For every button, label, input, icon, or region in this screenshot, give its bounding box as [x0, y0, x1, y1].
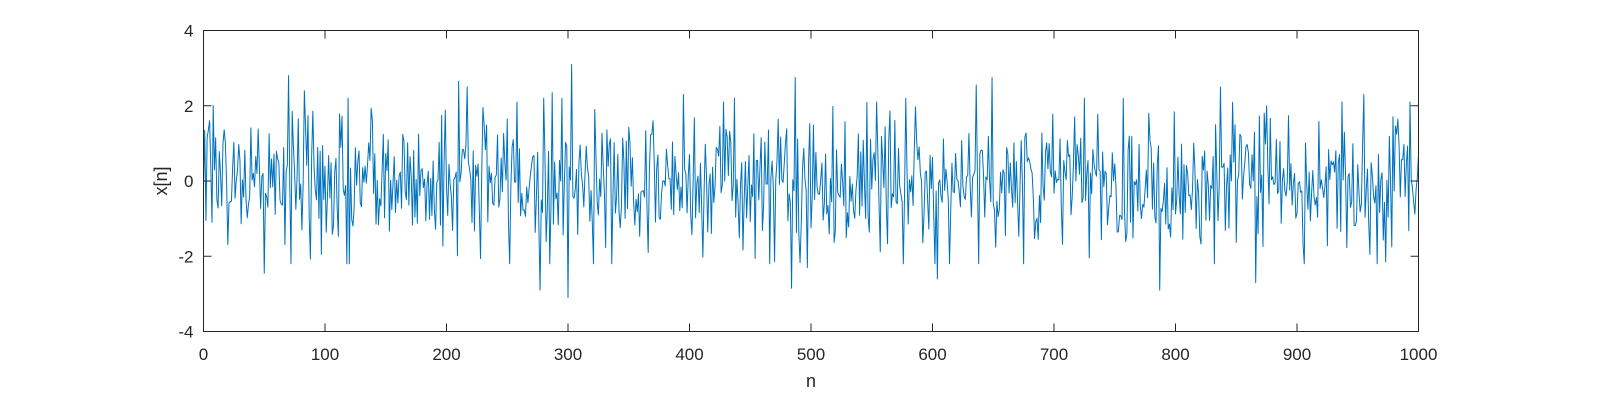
x-tick-label: 0 [199, 345, 208, 364]
x-axis-label: n [806, 371, 816, 391]
x-tick-label: 700 [1040, 345, 1068, 364]
y-tick-label: -4 [178, 323, 193, 342]
y-tick-label: 0 [184, 172, 193, 191]
x-tick-label: 300 [554, 345, 582, 364]
x-tick-label: 100 [311, 345, 339, 364]
y-tick-label: -2 [178, 247, 193, 266]
series-layer [203, 63, 1419, 299]
series-line [203, 63, 1419, 299]
ticks-layer: 0 100 200 300 400 500 600 700 800 900 1000 -4 -2 0 2 4 [178, 22, 1437, 365]
x-tick-label: 200 [432, 345, 460, 364]
x-tick-label: 1000 [1400, 345, 1438, 364]
y-axis-label: x[n] [151, 166, 171, 195]
plot-frame [203, 30, 1419, 332]
x-tick-label: 500 [797, 345, 825, 364]
x-tick-label: 900 [1283, 345, 1311, 364]
x-tick-label: 800 [1161, 345, 1189, 364]
y-tick-label: 4 [184, 22, 193, 41]
y-tick-label: 2 [184, 97, 193, 116]
x-tick-label: 600 [918, 345, 946, 364]
x-tick-label: 400 [675, 345, 703, 364]
